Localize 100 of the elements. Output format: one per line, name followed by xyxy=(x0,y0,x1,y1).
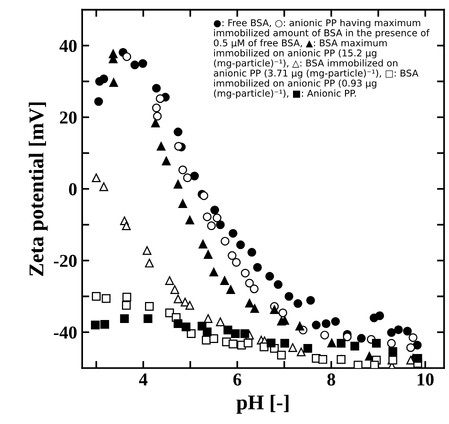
point xyxy=(156,94,165,103)
point xyxy=(260,342,268,352)
point xyxy=(204,314,212,323)
point xyxy=(94,97,103,106)
point xyxy=(274,280,283,289)
point xyxy=(253,262,262,272)
point xyxy=(216,317,225,326)
point xyxy=(204,250,212,259)
point xyxy=(122,300,131,310)
point xyxy=(102,294,111,303)
point xyxy=(370,360,379,368)
point xyxy=(223,326,232,334)
point xyxy=(240,268,250,278)
point xyxy=(303,344,312,353)
point xyxy=(170,285,180,294)
point xyxy=(162,156,171,166)
y-tick-label: 0 xyxy=(68,183,77,196)
x-tick-label: 10 xyxy=(418,373,434,386)
point xyxy=(156,142,166,151)
point xyxy=(165,276,174,285)
y-tick-label: -40 xyxy=(54,326,77,339)
point xyxy=(109,78,118,87)
x-axis-title: pH [-] xyxy=(236,394,288,414)
point xyxy=(284,292,294,301)
x-tick-label: 8 xyxy=(327,373,336,386)
point xyxy=(331,317,340,326)
point xyxy=(174,180,182,189)
y-tick-label: 20 xyxy=(60,111,77,124)
point xyxy=(99,182,108,192)
point xyxy=(185,216,194,224)
point xyxy=(372,338,381,348)
x-tick-label: 6 xyxy=(233,373,242,386)
point xyxy=(90,320,100,330)
point xyxy=(178,166,188,174)
point xyxy=(265,272,274,281)
point xyxy=(130,60,140,70)
point xyxy=(145,302,154,311)
point xyxy=(220,236,230,246)
point xyxy=(387,338,396,348)
y-axis-title: Zeta potential [mV] xyxy=(28,102,48,276)
point xyxy=(122,292,132,302)
point xyxy=(295,322,304,330)
point xyxy=(202,212,212,222)
point xyxy=(99,74,108,84)
point xyxy=(312,320,321,330)
point xyxy=(240,329,250,338)
point xyxy=(220,276,229,285)
point xyxy=(100,320,110,329)
point xyxy=(320,330,330,340)
point xyxy=(327,338,336,348)
point xyxy=(92,292,101,301)
point xyxy=(209,334,218,344)
point xyxy=(356,334,366,343)
point xyxy=(226,285,236,294)
point xyxy=(354,360,362,368)
point xyxy=(145,258,154,268)
point xyxy=(336,338,346,348)
point xyxy=(288,343,298,352)
point xyxy=(210,206,220,214)
point xyxy=(120,314,129,323)
point xyxy=(174,294,182,304)
point xyxy=(174,142,183,151)
point xyxy=(296,348,306,356)
point xyxy=(244,338,252,348)
point xyxy=(350,342,360,351)
point xyxy=(228,340,238,348)
point xyxy=(413,354,422,363)
point xyxy=(209,268,218,276)
point xyxy=(408,333,418,342)
point xyxy=(228,228,238,238)
y-tick-label: 40 xyxy=(60,40,77,52)
point xyxy=(231,329,240,338)
point xyxy=(266,338,276,348)
y-tick-label: -20 xyxy=(54,254,77,267)
point xyxy=(144,314,152,323)
point xyxy=(318,355,328,364)
point xyxy=(198,240,208,248)
point xyxy=(245,298,254,308)
annotation: ●: Free BSA, ○: anionic PP having maximum immobilized amount of BSA in the presence of 0.5 μM of free BSA, ▲: BSA maximum immobilized on anionic PP (15.2 μg (mg-particle)⁻¹), △: BSA immobilized on anionic PP (3.71 μg (mg-particle)⁻¹), □: BSA immobilized on anionic PP (0.93 μg (mg-particle)⁻¹), ■: Anionic PP. xyxy=(214,19,430,99)
point xyxy=(138,59,148,68)
point xyxy=(322,319,330,328)
point xyxy=(202,327,212,336)
point xyxy=(278,308,288,318)
point xyxy=(142,246,152,255)
point xyxy=(178,199,188,208)
x-tick-label: 4 xyxy=(139,374,148,386)
point xyxy=(182,322,190,332)
point xyxy=(306,296,315,305)
point xyxy=(152,84,161,93)
point xyxy=(151,118,160,128)
point xyxy=(394,325,403,334)
point xyxy=(207,221,216,230)
point xyxy=(236,240,245,250)
point xyxy=(294,299,302,308)
point xyxy=(216,220,225,230)
point xyxy=(270,305,279,314)
point xyxy=(174,128,182,136)
point xyxy=(190,172,199,180)
point xyxy=(387,328,396,337)
point xyxy=(388,347,398,356)
